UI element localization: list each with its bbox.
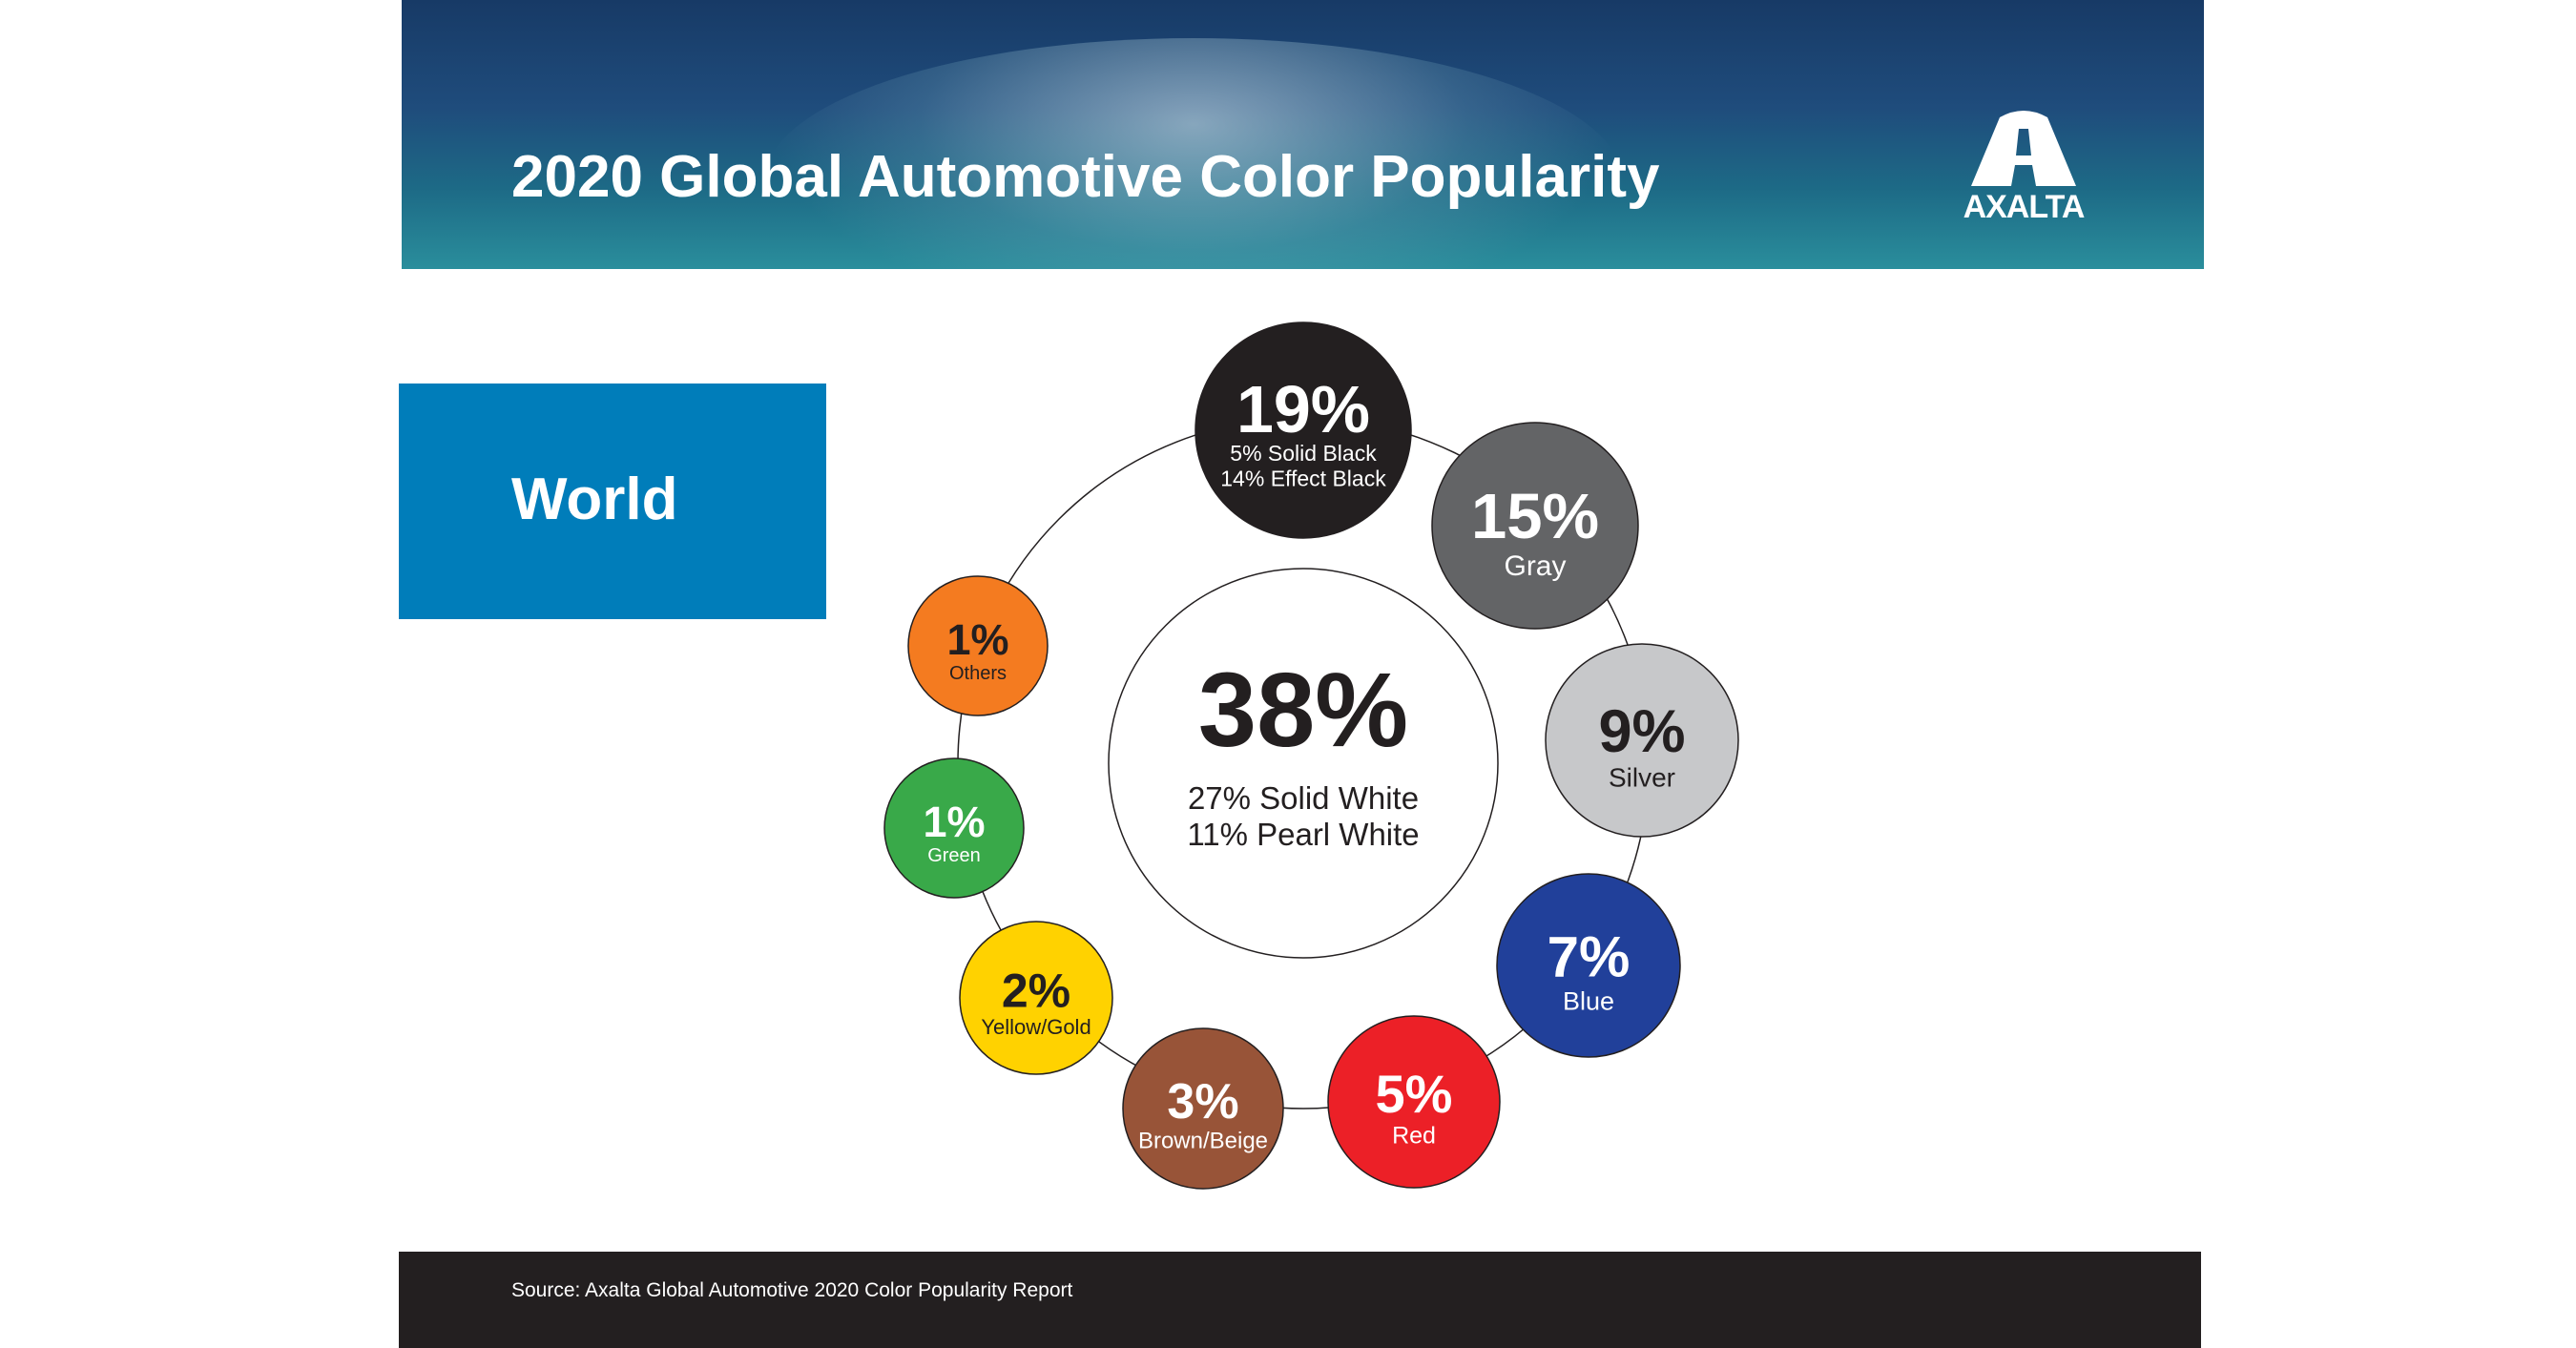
bubble-value: 2% [1002,964,1070,1018]
wave-background [764,38,1623,269]
footer: Source: Axalta Global Automotive 2020 Co… [399,1252,2201,1348]
bubble-label: Blue [1563,987,1614,1016]
center-bubble [1108,568,1499,959]
bubble-value: 5% [1376,1064,1453,1124]
color-bubble [1431,422,1639,630]
color-bubble [1122,1027,1284,1190]
axalta-a-icon [1971,111,2076,186]
header-banner: 2020 Global Automotive Color Popularity … [402,0,2204,269]
color-bubble [907,575,1049,716]
page-title: 2020 Global Automotive Color Popularity [511,144,1660,210]
bubble-label: 14% Effect Black [1220,466,1386,490]
region-label: World [511,467,678,532]
color-bubble [1327,1015,1501,1189]
source-text: Source: Axalta Global Automotive 2020 Co… [511,1279,1073,1301]
bubble-value: 7% [1548,925,1631,989]
color-bubble [1195,321,1412,539]
bubble-label: Gray [1504,550,1566,582]
bubble-value: 15% [1471,481,1599,552]
color-bubble [1545,643,1739,838]
bubble-label: Green [927,845,981,866]
color-bubble [883,757,1025,899]
color-bubble [959,921,1113,1075]
bubble-value: 1% [946,615,1008,664]
bubble-label: Red [1392,1122,1436,1149]
bubble-label: Silver [1609,763,1675,793]
axalta-logo: AXALTA [1952,110,2095,225]
color-bubble [1496,873,1681,1058]
bubble-value: 19% [1236,372,1370,446]
center-sublabel: 27% Solid White [1188,780,1419,816]
logo-text: AXALTA [1963,189,2086,225]
bubble-label: 5% Solid Black [1230,441,1377,466]
region-label-box: World [399,384,826,619]
bubble-value: 1% [923,798,985,846]
center-value: 38% [1198,652,1408,769]
bubble-label: Others [949,663,1007,684]
bubble-label: Brown/Beige [1138,1128,1268,1153]
center-sublabel: 11% Pearl White [1187,817,1419,852]
bubble-label: Yellow/Gold [981,1015,1091,1039]
bubble-value: 9% [1598,698,1685,765]
bubble-value: 3% [1167,1074,1238,1130]
